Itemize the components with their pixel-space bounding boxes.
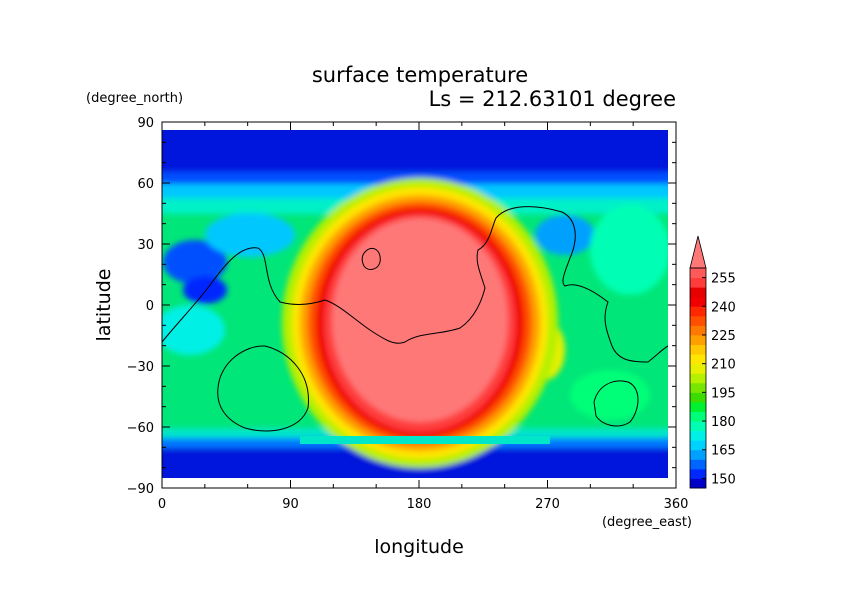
colorbar-swatch: [690, 430, 706, 441]
colorbar-swatch: [690, 363, 706, 374]
colorbar-label: 150: [711, 472, 736, 487]
y-tick-label: 60: [137, 177, 154, 192]
y-axis: 90 60 30 0 −30 −60 −90: [127, 116, 676, 497]
colorbar-swatch: [690, 277, 706, 288]
colorbar-label: 180: [711, 415, 736, 430]
colorbar-swatch: [690, 449, 706, 460]
colorbar-swatch: [690, 354, 706, 365]
colorbar-swatch: [690, 296, 706, 307]
y-unit-label: (degree_north): [86, 91, 183, 106]
coastline: [162, 206, 668, 432]
x-tick-label: 0: [158, 497, 166, 512]
colorbar-swatch: [690, 401, 706, 412]
colorbar-swatch: [690, 392, 706, 403]
colorbar-swatch: [690, 411, 706, 422]
colorbar-swatch: [690, 334, 706, 346]
chart-subtitle: Ls = 212.63101 degree: [429, 87, 676, 111]
chart-title: surface temperature: [312, 63, 528, 87]
x-axis-label: longitude: [374, 536, 464, 558]
y-tick-label: −30: [127, 360, 154, 375]
colorbar-swatch: [690, 268, 706, 279]
colorbar-label: 255: [711, 272, 736, 287]
colorbar-swatch: [690, 478, 706, 489]
colorbar-label: 165: [711, 444, 736, 459]
y-tick-label: −60: [127, 421, 154, 436]
temperature-field: [161, 121, 677, 489]
x-tick-label: 90: [282, 497, 299, 512]
colorbar-label: 195: [711, 386, 736, 401]
colorbar-swatch: [690, 287, 706, 298]
colorbar-swatch: [690, 382, 706, 393]
y-tick-label: 0: [146, 299, 154, 314]
colorbar-frame: [689, 267, 707, 489]
y-tick-label: 90: [137, 116, 154, 131]
colorbar-swatch: [690, 440, 706, 451]
x-tick-label: 360: [664, 497, 689, 512]
colorbar-label: 225: [711, 329, 736, 344]
colorbar-swatch: [690, 373, 706, 384]
colorbar-label: 240: [711, 300, 736, 315]
colorbar-swatch: [690, 468, 706, 479]
colorbar: 150 165 180 195 210 225 240 255: [689, 235, 736, 489]
x-tick-label: 270: [535, 497, 560, 512]
colorbar-swatch: [690, 421, 706, 432]
y-tick-label: 30: [137, 238, 154, 253]
y-tick-label: −90: [127, 482, 154, 497]
x-axis: 0 90 180 270 360: [158, 122, 689, 512]
x-unit-label: (degree_east): [602, 515, 692, 530]
colorbar-swatch: [690, 344, 706, 355]
colorbar-label: 210: [711, 358, 736, 373]
colorbar-swatch: [690, 325, 706, 336]
x-tick-label: 180: [407, 497, 432, 512]
colorbar-swatch: [690, 306, 706, 317]
colorbar-swatch: [690, 315, 706, 326]
y-axis-label: latitude: [93, 269, 115, 342]
colorbar-swatch: [690, 459, 706, 470]
colorbar-extend-arrow: [689, 235, 707, 269]
